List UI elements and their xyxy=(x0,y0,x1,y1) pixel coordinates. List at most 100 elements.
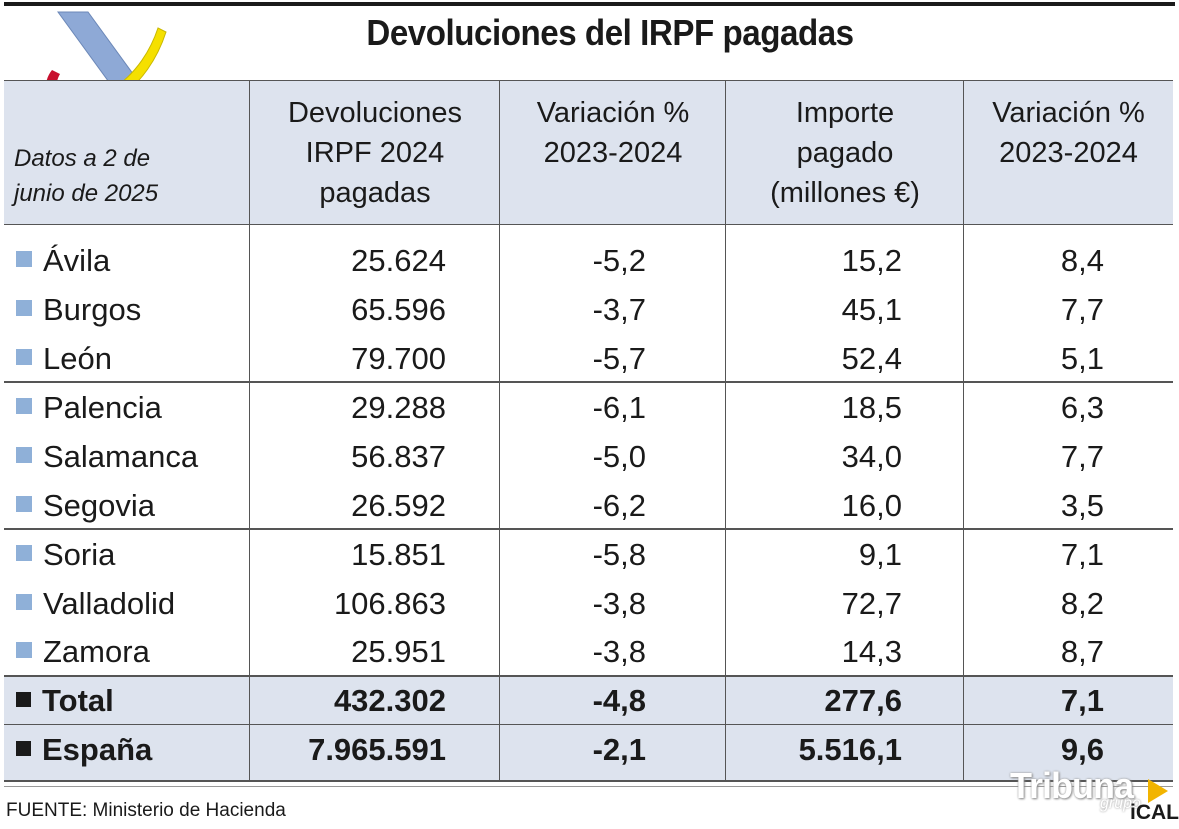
province-name: Ávila xyxy=(43,243,111,278)
espana-variacion-importe: 9,6 xyxy=(1060,732,1104,767)
total-variacion-importe: 7,1 xyxy=(1060,683,1104,718)
variacion-importe-cell: 7,7 xyxy=(1060,292,1104,327)
province-name: Zamora xyxy=(43,634,150,669)
importe-cell: 15,2 xyxy=(841,243,902,278)
importe-cell: 9,1 xyxy=(858,537,902,572)
devoluciones-cell: 29.288 xyxy=(351,390,446,425)
tribuna-wordmark: Tribuna xyxy=(1010,765,1134,806)
group-divider xyxy=(4,381,1173,383)
table-row: Soria 15.851 -5,8 9,1 7,1 xyxy=(4,530,1173,579)
espana-importe: 5.516,1 xyxy=(798,732,902,767)
devoluciones-cell: 106.863 xyxy=(333,586,446,621)
espana-row: España 7.965.591 -2,1 5.516,1 9,6 xyxy=(4,725,1173,780)
variacion-importe-cell: 3,5 xyxy=(1060,488,1104,523)
bottom-rule xyxy=(4,780,1173,782)
total-devoluciones: 432.302 xyxy=(333,683,446,718)
province-name: Valladolid xyxy=(43,586,176,621)
province-name: Burgos xyxy=(43,292,142,327)
table-row: Ávila 25.624 -5,2 15,2 8,4 xyxy=(4,236,1173,285)
page-title: Devoluciones del IRPF pagadas xyxy=(366,12,854,53)
header-importe-line-1: Importe xyxy=(795,97,895,129)
bullet-square-icon xyxy=(16,594,32,610)
column-divider xyxy=(963,80,964,780)
importe-cell: 16,0 xyxy=(841,488,902,523)
table-row: Zamora 25.951 -3,8 14,3 8,7 xyxy=(4,627,1173,676)
province-cell: León xyxy=(16,334,246,383)
devoluciones-cell: 25.624 xyxy=(351,243,446,278)
variacion-importe-cell: 7,1 xyxy=(1060,537,1104,572)
table-row: Palencia 29.288 -6,1 18,5 6,3 xyxy=(4,383,1173,432)
bullet-square-icon xyxy=(16,545,32,561)
province-cell: Burgos xyxy=(16,285,246,334)
header-devoluciones-line-1: Devoluciones xyxy=(287,97,463,129)
bullet-square-icon xyxy=(16,496,32,512)
source-note: FUENTE: Ministerio de Hacienda xyxy=(6,800,286,821)
importe-cell: 34,0 xyxy=(841,439,902,474)
bullet-square-icon xyxy=(16,741,31,756)
espana-label: España xyxy=(42,732,153,767)
variacion-devoluciones-cell: -3,7 xyxy=(592,292,646,327)
province-cell: Salamanca xyxy=(16,432,246,481)
table-row: León 79.700 -5,7 52,4 5,1 xyxy=(4,334,1173,383)
province-name: Palencia xyxy=(43,390,162,425)
header-variacion-2-line-1: Variación % xyxy=(992,97,1145,129)
province-name: León xyxy=(43,341,112,376)
province-cell: Segovia xyxy=(16,481,246,530)
table-row: Salamanca 56.837 -5,0 34,0 7,7 xyxy=(4,432,1173,481)
date-note-line-2: junio de 2025 xyxy=(14,180,159,207)
bullet-square-icon xyxy=(16,349,32,365)
importe-cell: 18,5 xyxy=(841,390,902,425)
variacion-importe-cell: 6,3 xyxy=(1060,390,1104,425)
bullet-square-icon xyxy=(16,300,32,316)
importe-cell: 14,3 xyxy=(841,634,902,669)
variacion-importe-cell: 7,7 xyxy=(1060,439,1104,474)
variacion-devoluciones-cell: -6,1 xyxy=(592,390,646,425)
espana-variacion-devoluciones: -2,1 xyxy=(592,732,646,767)
ical-wordmark: iCAL xyxy=(1130,801,1179,824)
importe-cell: 72,7 xyxy=(841,586,902,621)
variacion-importe-cell: 8,4 xyxy=(1060,243,1104,278)
variacion-devoluciones-cell: -5,2 xyxy=(592,243,646,278)
province-cell: Zamora xyxy=(16,627,246,676)
column-divider xyxy=(499,80,500,780)
header-devoluciones-line-2: IRPF 2024 xyxy=(305,137,445,169)
column-divider xyxy=(249,80,250,780)
devoluciones-cell: 26.592 xyxy=(351,488,446,523)
variacion-devoluciones-cell: -6,2 xyxy=(592,488,646,523)
espana-label-cell: España xyxy=(16,725,246,774)
variacion-devoluciones-cell: -5,8 xyxy=(592,537,646,572)
header-variacion-2: Variación % 2023-2024 xyxy=(964,81,1173,224)
variacion-importe-cell: 8,2 xyxy=(1060,586,1104,621)
header-importe-line-3: (millones €) xyxy=(770,177,920,209)
province-cell: Soria xyxy=(16,530,246,579)
row-divider xyxy=(4,724,1173,725)
total-importe: 277,6 xyxy=(824,683,902,718)
variacion-devoluciones-cell: -5,0 xyxy=(592,439,646,474)
espana-devoluciones: 7.965.591 xyxy=(308,732,446,767)
table-row: Valladolid 106.863 -3,8 72,7 8,2 xyxy=(4,579,1173,628)
date-note-line-1: Datos a 2 de xyxy=(14,145,151,172)
total-row: Total 432.302 -4,8 277,6 7,1 xyxy=(4,676,1173,725)
variacion-importe-cell: 8,7 xyxy=(1060,634,1104,669)
header-devoluciones-line-3: pagadas xyxy=(319,177,431,209)
importe-cell: 52,4 xyxy=(841,341,902,376)
header-variacion-1-line-2: 2023-2024 xyxy=(543,137,683,169)
table-row: Burgos 65.596 -3,7 45,1 7,7 xyxy=(4,285,1173,334)
tribuna-ical-logo: Tribuna grupo iCAL xyxy=(1010,765,1179,827)
header-variacion-1-line-1: Variación % xyxy=(536,97,690,129)
devoluciones-cell: 65.596 xyxy=(351,292,446,327)
header-importe: Importe pagado (millones €) xyxy=(726,81,964,224)
province-name: Segovia xyxy=(43,488,156,523)
date-note: Datos a 2 de junio de 2025 xyxy=(14,141,194,211)
province-name: Soria xyxy=(43,537,116,572)
table-header: Datos a 2 de junio de 2025 Devoluciones … xyxy=(4,80,1173,225)
variacion-devoluciones-cell: -3,8 xyxy=(592,586,646,621)
province-cell: Palencia xyxy=(16,383,246,432)
variacion-importe-cell: 5,1 xyxy=(1060,341,1104,376)
province-cell: Valladolid xyxy=(16,579,246,628)
province-cell: Ávila xyxy=(16,236,246,285)
header-variacion-1: Variación % 2023-2024 xyxy=(500,81,726,224)
importe-cell: 45,1 xyxy=(841,292,902,327)
header-importe-line-2: pagado xyxy=(796,137,894,169)
play-triangle-icon xyxy=(1148,779,1168,803)
